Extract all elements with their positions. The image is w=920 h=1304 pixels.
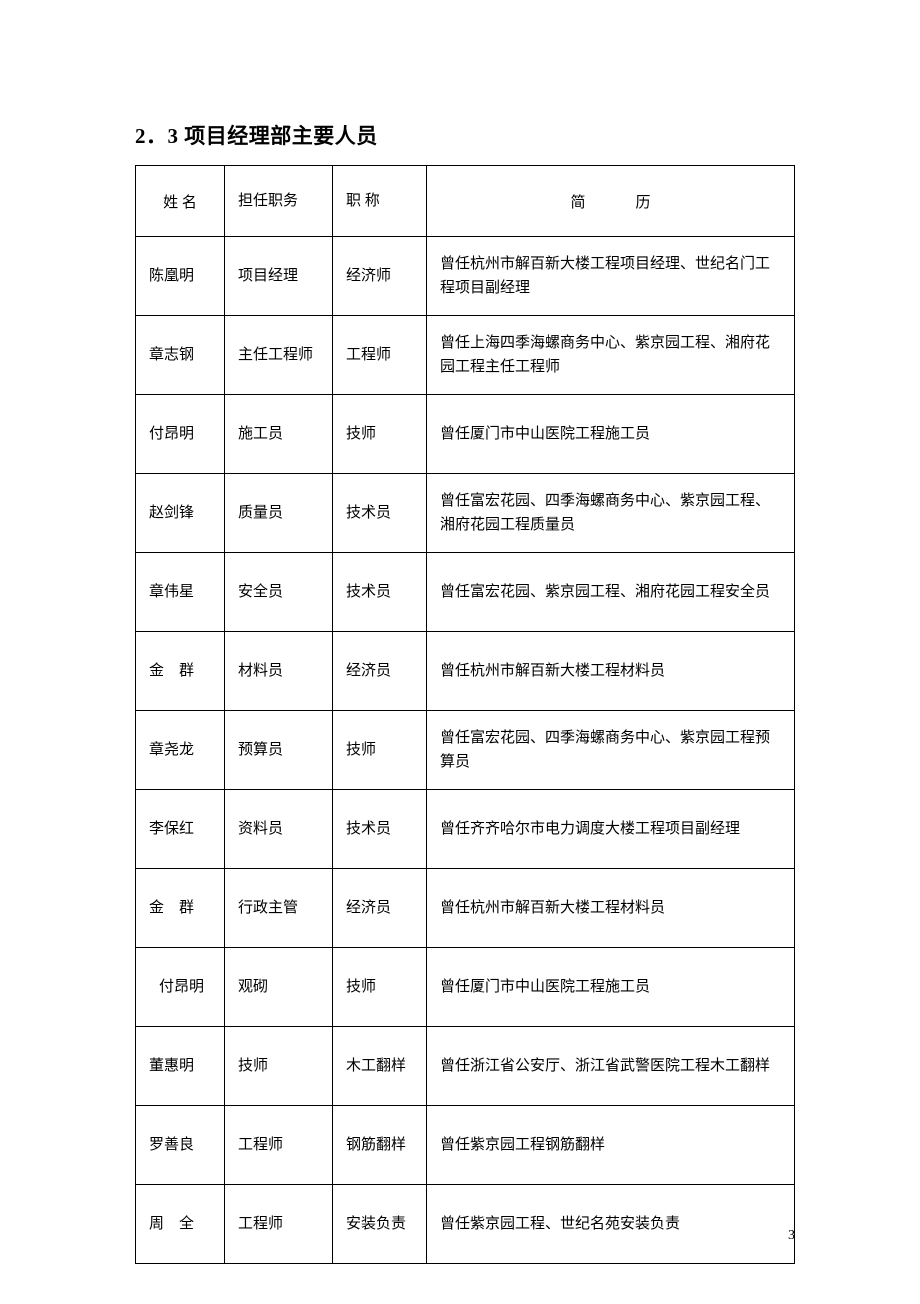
cell-position: 工程师 [225, 1106, 333, 1185]
cell-name: 章尧龙 [136, 711, 225, 790]
cell-resume: 曾任齐齐哈尔市电力调度大楼工程项目副经理 [427, 790, 795, 869]
cell-title: 经济员 [333, 869, 427, 948]
personnel-table: 姓 名 担任职务 职 称 简历 陈凰明项目经理经济师曾任杭州市解百新大楼工程项目… [135, 165, 795, 1264]
cell-resume: 曾任厦门市中山医院工程施工员 [427, 948, 795, 1027]
cell-position: 项目经理 [225, 237, 333, 316]
table-row: 周 全工程师安装负责曾任紫京园工程、世纪名苑安装负责 [136, 1185, 795, 1264]
cell-position: 技师 [225, 1027, 333, 1106]
document-page: 2．3 项目经理部主要人员 姓 名 担任职务 职 称 简历 陈凰明项目经理经济师… [0, 0, 920, 1304]
cell-position: 主任工程师 [225, 316, 333, 395]
header-title: 职 称 [333, 166, 427, 237]
cell-name: 章伟星 [136, 553, 225, 632]
cell-name: 李保红 [136, 790, 225, 869]
cell-position: 材料员 [225, 632, 333, 711]
table-row: 金 群行政主管经济员 曾任杭州市解百新大楼工程材料员 [136, 869, 795, 948]
header-name: 姓 名 [136, 166, 225, 237]
table-row: 董惠明技师木工翻样曾任浙江省公安厅、浙江省武警医院工程木工翻样 [136, 1027, 795, 1106]
cell-position: 质量员 [225, 474, 333, 553]
cell-resume: 曾任杭州市解百新大楼工程项目经理、世纪名门工程项目副经理 [427, 237, 795, 316]
cell-name: 赵剑锋 [136, 474, 225, 553]
page-number: 3 [788, 1228, 795, 1244]
table-row: 李保红资料员技术员曾任齐齐哈尔市电力调度大楼工程项目副经理 [136, 790, 795, 869]
table-row: 罗善良工程师钢筋翻样曾任紫京园工程钢筋翻样 [136, 1106, 795, 1185]
cell-name: 陈凰明 [136, 237, 225, 316]
table-body: 陈凰明项目经理经济师曾任杭州市解百新大楼工程项目经理、世纪名门工程项目副经理章志… [136, 237, 795, 1264]
table-row: 章伟星安全员技术员曾任富宏花园、紫京园工程、湘府花园工程安全员 [136, 553, 795, 632]
cell-title: 钢筋翻样 [333, 1106, 427, 1185]
cell-resume: 曾任富宏花园、紫京园工程、湘府花园工程安全员 [427, 553, 795, 632]
cell-title: 工程师 [333, 316, 427, 395]
table-row: 付昂明观砌技师 曾任厦门市中山医院工程施工员 [136, 948, 795, 1027]
cell-resume: 曾任杭州市解百新大楼工程材料员 [427, 632, 795, 711]
cell-name: 董惠明 [136, 1027, 225, 1106]
cell-title: 技师 [333, 711, 427, 790]
cell-name: 罗善良 [136, 1106, 225, 1185]
section-heading: 2．3 项目经理部主要人员 [135, 120, 795, 150]
cell-position: 预算员 [225, 711, 333, 790]
cell-resume: 曾任紫京园工程钢筋翻样 [427, 1106, 795, 1185]
cell-position: 工程师 [225, 1185, 333, 1264]
cell-resume: 曾任杭州市解百新大楼工程材料员 [427, 869, 795, 948]
header-resume: 简历 [427, 166, 795, 237]
cell-title: 技术员 [333, 474, 427, 553]
cell-resume: 曾任紫京园工程、世纪名苑安装负责 [427, 1185, 795, 1264]
cell-name: 周 全 [136, 1185, 225, 1264]
cell-position: 行政主管 [225, 869, 333, 948]
cell-title: 技师 [333, 395, 427, 474]
cell-name: 付昂明 [136, 395, 225, 474]
cell-title: 安装负责 [333, 1185, 427, 1264]
cell-resume: 曾任富宏花园、四季海螺商务中心、紫京园工程、湘府花园工程质量员 [427, 474, 795, 553]
cell-name: 付昂明 [136, 948, 225, 1027]
cell-name: 金 群 [136, 632, 225, 711]
cell-position: 观砌 [225, 948, 333, 1027]
cell-resume: 曾任浙江省公安厅、浙江省武警医院工程木工翻样 [427, 1027, 795, 1106]
cell-title: 技术员 [333, 553, 427, 632]
cell-name: 章志钢 [136, 316, 225, 395]
table-row: 章尧龙预算员技师曾任富宏花园、四季海螺商务中心、紫京园工程预算员 [136, 711, 795, 790]
table-row: 赵剑锋质量员技术员曾任富宏花园、四季海螺商务中心、紫京园工程、湘府花园工程质量员 [136, 474, 795, 553]
cell-position: 安全员 [225, 553, 333, 632]
cell-position: 施工员 [225, 395, 333, 474]
table-row: 陈凰明项目经理经济师曾任杭州市解百新大楼工程项目经理、世纪名门工程项目副经理 [136, 237, 795, 316]
cell-resume: 曾任富宏花园、四季海螺商务中心、紫京园工程预算员 [427, 711, 795, 790]
cell-position: 资料员 [225, 790, 333, 869]
cell-title: 经济师 [333, 237, 427, 316]
cell-title: 技术员 [333, 790, 427, 869]
cell-name: 金 群 [136, 869, 225, 948]
cell-title: 经济员 [333, 632, 427, 711]
table-row: 付昂明施工员技师曾任厦门市中山医院工程施工员 [136, 395, 795, 474]
table-row: 金 群材料员经济员曾任杭州市解百新大楼工程材料员 [136, 632, 795, 711]
cell-resume: 曾任上海四季海螺商务中心、紫京园工程、湘府花园工程主任工程师 [427, 316, 795, 395]
table-row: 章志钢主任工程师工程师曾任上海四季海螺商务中心、紫京园工程、湘府花园工程主任工程… [136, 316, 795, 395]
cell-resume: 曾任厦门市中山医院工程施工员 [427, 395, 795, 474]
cell-title: 木工翻样 [333, 1027, 427, 1106]
header-position: 担任职务 [225, 166, 333, 237]
cell-title: 技师 [333, 948, 427, 1027]
table-header-row: 姓 名 担任职务 职 称 简历 [136, 166, 795, 237]
